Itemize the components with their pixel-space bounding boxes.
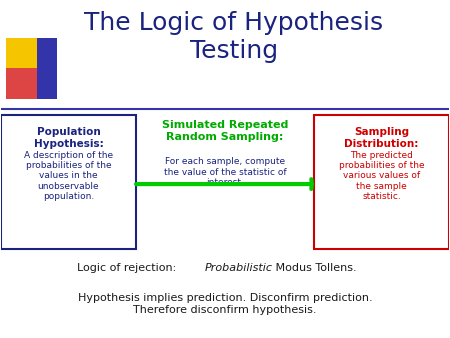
Text: Modus Tollens.: Modus Tollens.: [272, 263, 356, 273]
FancyBboxPatch shape: [1, 115, 135, 249]
Text: Simulated Repeated
Random Sampling:: Simulated Repeated Random Sampling:: [162, 120, 288, 142]
Text: Hypothesis implies prediction. Disconfirm prediction.
Therefore disconfirm hypot: Hypothesis implies prediction. Disconfir…: [78, 293, 372, 315]
Text: The Logic of Hypothesis
Testing: The Logic of Hypothesis Testing: [85, 11, 383, 63]
Text: Logic of rejection:: Logic of rejection:: [77, 263, 180, 273]
Bar: [6, 68, 37, 99]
Text: Population
Hypothesis:: Population Hypothesis:: [34, 127, 104, 149]
Bar: [37, 38, 57, 99]
Bar: [6, 38, 37, 68]
Text: The predicted
probabilities of the
various values of
the sample
statistic.: The predicted probabilities of the vario…: [339, 150, 424, 201]
Text: A description of the
probabilities of the
values in the
unobservable
population.: A description of the probabilities of th…: [24, 150, 113, 201]
Text: Sampling
Distribution:: Sampling Distribution:: [344, 127, 418, 149]
Text: For each sample, compute
the value of the statistic of
interest.: For each sample, compute the value of th…: [164, 157, 286, 187]
Text: Probabilistic: Probabilistic: [205, 263, 273, 273]
FancyBboxPatch shape: [315, 115, 449, 249]
